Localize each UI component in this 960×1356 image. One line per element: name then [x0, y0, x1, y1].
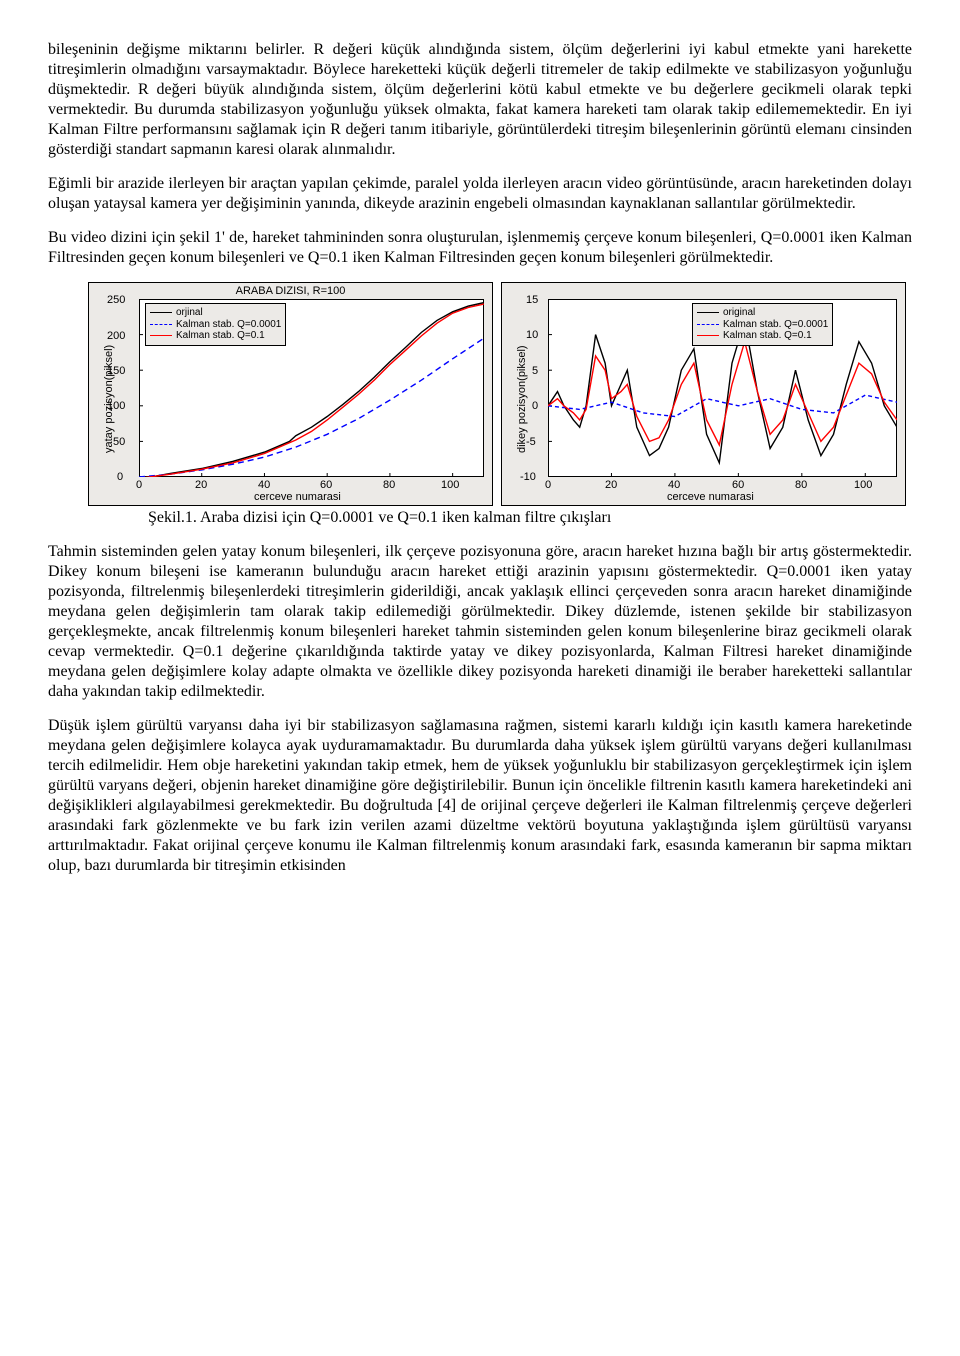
chart-right-ylabel: dikey pozisyon(piksel) [516, 345, 530, 453]
paragraph-3: Bu video dizini için şekil 1' de, hareke… [48, 228, 912, 268]
chart-left-title: ARABA DIZISI, R=100 [89, 285, 492, 299]
chart-left-panel: ARABA DIZISI, R=100 orjinal Kalman stab.… [88, 282, 493, 506]
chart-left-legend: orjinal Kalman stab. Q=0.0001 Kalman sta… [145, 303, 286, 346]
chart-right-legend: original Kalman stab. Q=0.0001 Kalman st… [692, 303, 833, 346]
figure-1-caption: Şekil.1. Araba dizisi için Q=0.0001 ve Q… [48, 508, 912, 528]
chart-left-ylabel: yatay pozisyon(piksel) [103, 345, 117, 453]
chart-right-panel: original Kalman stab. Q=0.0001 Kalman st… [501, 282, 906, 506]
chart-right-xlabel: cerceve numarasi [667, 491, 754, 505]
paragraph-4: Tahmin sisteminden gelen yatay konum bil… [48, 542, 912, 702]
paragraph-1: bileşeninin değişme miktarını belirler. … [48, 40, 912, 160]
paragraph-2: Eğimli bir arazide ilerleyen bir araçtan… [48, 174, 912, 214]
paragraph-5: Düşük işlem gürültü varyansı daha iyi bi… [48, 716, 912, 876]
figure-1: ARABA DIZISI, R=100 orjinal Kalman stab.… [48, 282, 912, 506]
chart-left-xlabel: cerceve numarasi [254, 491, 341, 505]
